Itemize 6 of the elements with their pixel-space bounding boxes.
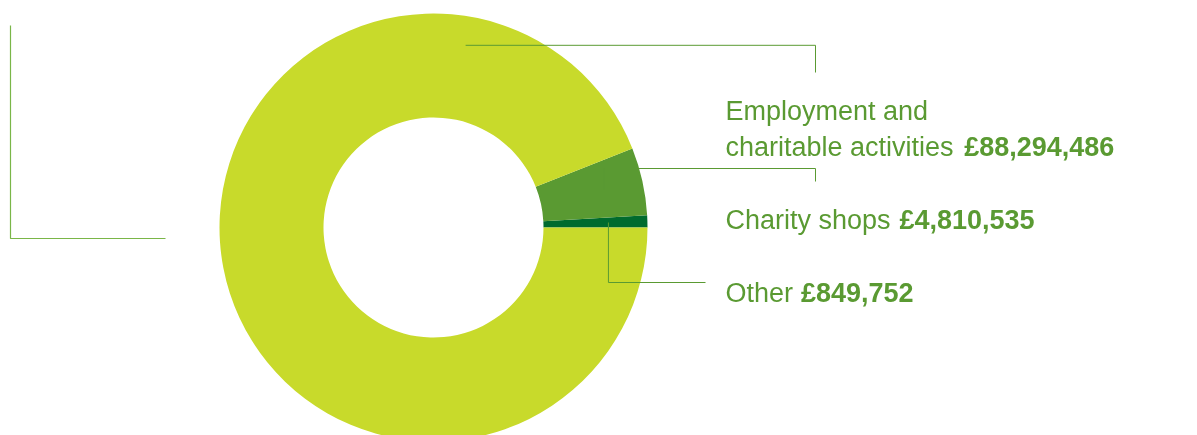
data-label: £88,294,486	[964, 131, 1115, 162]
slice-label: Other	[725, 277, 794, 308]
slice-label: Employment and charitable activities	[725, 95, 954, 162]
data-label: £4,810,535	[899, 204, 1035, 235]
data-label: £849,752	[800, 277, 914, 308]
slice-label: Charity shops	[725, 204, 891, 235]
